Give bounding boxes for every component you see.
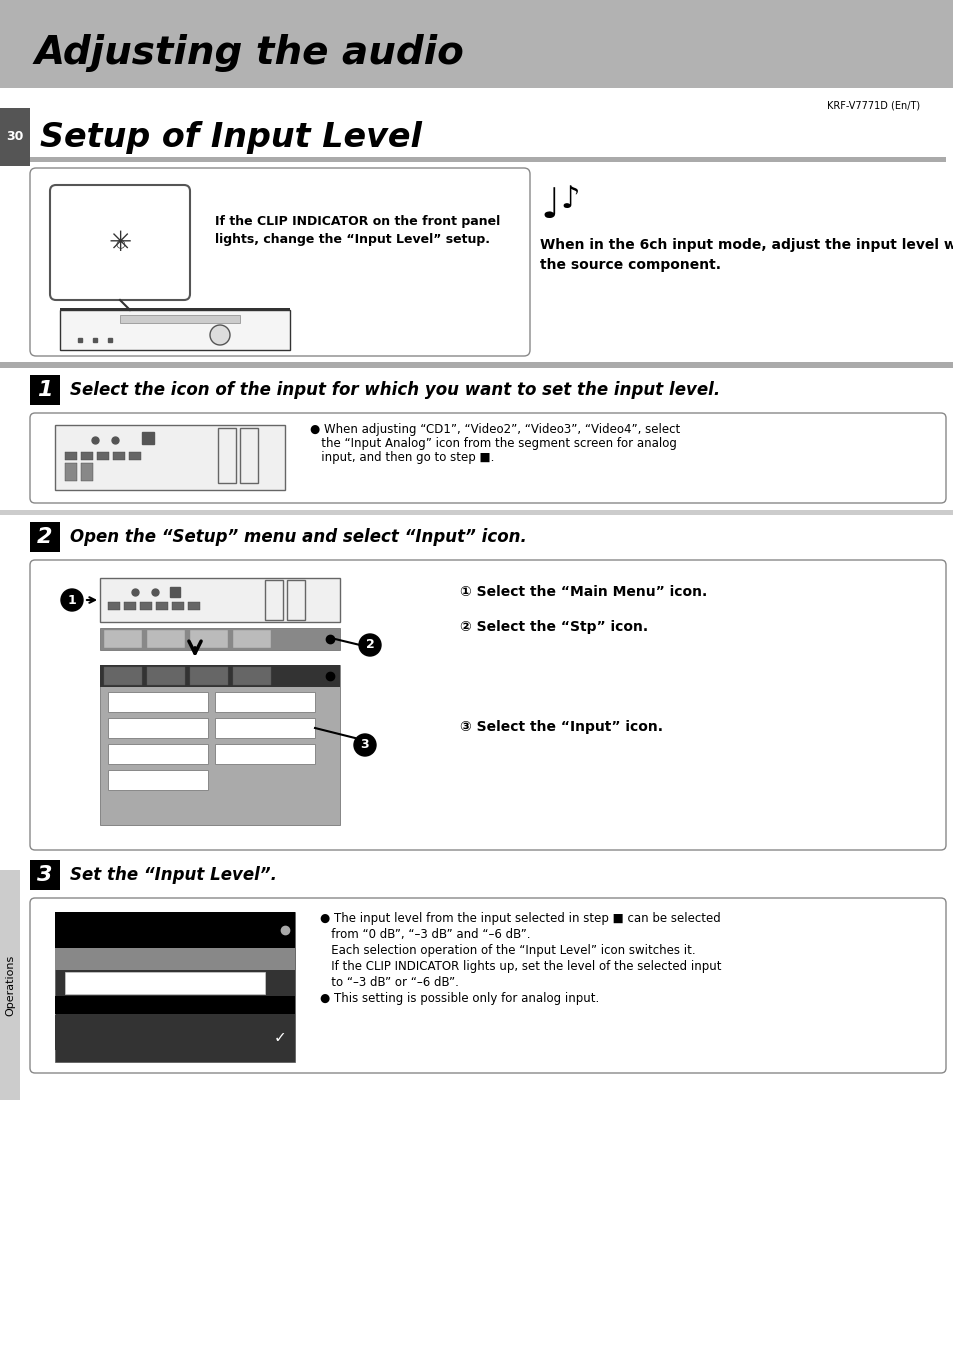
- Text: 3: 3: [37, 865, 52, 885]
- Bar: [60, 309, 290, 350]
- Bar: [55, 996, 294, 1015]
- Text: 30: 30: [7, 131, 24, 143]
- Text: ③ Select the “Input” icon.: ③ Select the “Input” icon.: [459, 720, 662, 734]
- Text: Operations: Operations: [5, 954, 15, 1016]
- Bar: [55, 912, 294, 1062]
- Text: Each selection operation of the “Input Level” icon switches it.: Each selection operation of the “Input L…: [319, 944, 695, 957]
- Bar: [172, 603, 184, 611]
- Bar: [233, 667, 271, 685]
- Bar: [214, 717, 314, 738]
- Bar: [0, 362, 953, 367]
- Text: ① Select the “Main Menu” icon.: ① Select the “Main Menu” icon.: [459, 585, 706, 598]
- Circle shape: [358, 634, 380, 657]
- Text: 2: 2: [365, 639, 374, 651]
- Bar: [104, 667, 142, 685]
- Text: Set the “Input Level”.: Set the “Input Level”.: [70, 866, 276, 884]
- Bar: [108, 770, 208, 790]
- Bar: [108, 692, 208, 712]
- Text: ♩: ♩: [539, 185, 559, 227]
- Bar: [108, 744, 208, 765]
- Text: 2: 2: [37, 527, 52, 547]
- Bar: [214, 744, 314, 765]
- Bar: [0, 870, 20, 1100]
- Bar: [30, 376, 60, 405]
- Circle shape: [354, 734, 375, 757]
- Text: If the CLIP INDICATOR on the front panel: If the CLIP INDICATOR on the front panel: [214, 215, 499, 228]
- Bar: [0, 108, 30, 166]
- Bar: [104, 630, 142, 648]
- Bar: [190, 667, 228, 685]
- Bar: [65, 971, 265, 994]
- Text: Setup of Input Level: Setup of Input Level: [40, 122, 421, 154]
- Text: ● The input level from the input selected in step ■ can be selected: ● The input level from the input selecte…: [319, 912, 720, 925]
- Text: ● When adjusting “CD1”, “Video2”, “Video3”, “Video4”, select: ● When adjusting “CD1”, “Video2”, “Video…: [310, 423, 679, 436]
- Bar: [112, 453, 125, 459]
- FancyBboxPatch shape: [30, 168, 530, 357]
- Bar: [147, 667, 185, 685]
- Bar: [287, 580, 305, 620]
- Bar: [188, 603, 200, 611]
- Bar: [55, 912, 294, 948]
- Text: the “Input Analog” icon from the segment screen for analog: the “Input Analog” icon from the segment…: [310, 436, 677, 450]
- Circle shape: [61, 589, 83, 611]
- Text: from “0 dB”, “–3 dB” and “–6 dB”.: from “0 dB”, “–3 dB” and “–6 dB”.: [319, 928, 530, 942]
- Bar: [265, 580, 283, 620]
- Bar: [55, 1015, 294, 1050]
- Bar: [190, 630, 228, 648]
- Bar: [129, 453, 141, 459]
- Bar: [30, 521, 60, 553]
- Bar: [55, 426, 285, 490]
- Text: ✳: ✳: [109, 230, 132, 257]
- Text: When in the 6ch input mode, adjust the input level with: When in the 6ch input mode, adjust the i…: [539, 238, 953, 253]
- Text: Select the icon of the input for which you want to set the input level.: Select the icon of the input for which y…: [70, 381, 720, 399]
- Text: ○: ○: [115, 238, 125, 249]
- FancyBboxPatch shape: [30, 898, 945, 1073]
- Bar: [240, 428, 257, 484]
- Bar: [65, 453, 77, 459]
- Bar: [100, 578, 339, 621]
- Bar: [100, 665, 339, 688]
- Bar: [30, 157, 945, 162]
- Text: lights, change the “Input Level” setup.: lights, change the “Input Level” setup.: [214, 232, 490, 246]
- Bar: [120, 315, 240, 323]
- Text: Open the “Setup” menu and select “Input” icon.: Open the “Setup” menu and select “Input”…: [70, 528, 526, 546]
- Bar: [233, 630, 271, 648]
- Text: 3: 3: [360, 739, 369, 751]
- Bar: [156, 603, 168, 611]
- Bar: [65, 463, 77, 481]
- Bar: [100, 665, 339, 825]
- FancyBboxPatch shape: [50, 185, 190, 300]
- Bar: [108, 717, 208, 738]
- Text: ② Select the “Stp” icon.: ② Select the “Stp” icon.: [459, 620, 647, 634]
- Bar: [214, 692, 314, 712]
- Circle shape: [210, 326, 230, 345]
- Text: 1: 1: [37, 380, 52, 400]
- Bar: [140, 603, 152, 611]
- Bar: [100, 628, 339, 650]
- Bar: [97, 453, 109, 459]
- Text: input, and then go to step ■.: input, and then go to step ■.: [310, 451, 494, 463]
- Text: the source component.: the source component.: [539, 258, 720, 272]
- Text: to “–3 dB” or “–6 dB”.: to “–3 dB” or “–6 dB”.: [319, 975, 458, 989]
- Bar: [147, 630, 185, 648]
- FancyBboxPatch shape: [30, 561, 945, 850]
- Text: 1: 1: [68, 593, 76, 607]
- Bar: [108, 603, 120, 611]
- Text: KRF-V7771D (En/T): KRF-V7771D (En/T): [826, 100, 919, 109]
- Bar: [55, 948, 294, 970]
- Bar: [0, 0, 953, 88]
- Bar: [81, 463, 92, 481]
- Bar: [0, 509, 953, 515]
- Text: If the CLIP INDICATOR lights up, set the level of the selected input: If the CLIP INDICATOR lights up, set the…: [319, 961, 720, 973]
- Text: ♪: ♪: [559, 185, 578, 213]
- Bar: [81, 453, 92, 459]
- Text: ✓: ✓: [274, 1029, 286, 1046]
- Text: ● This setting is possible only for analog input.: ● This setting is possible only for anal…: [319, 992, 598, 1005]
- Bar: [218, 428, 235, 484]
- Bar: [30, 861, 60, 890]
- Bar: [124, 603, 136, 611]
- FancyBboxPatch shape: [30, 413, 945, 503]
- Text: Adjusting the audio: Adjusting the audio: [35, 34, 464, 72]
- Bar: [60, 308, 290, 309]
